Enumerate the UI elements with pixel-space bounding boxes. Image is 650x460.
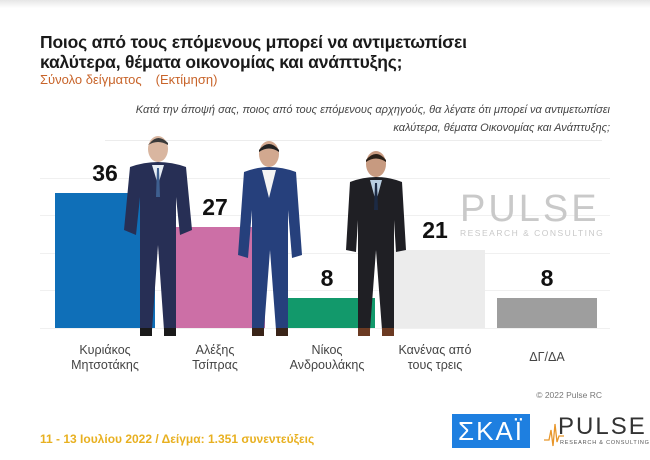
- category-line: Νίκος: [311, 343, 343, 357]
- category-line: Ανδρουλάκης: [289, 358, 365, 372]
- category-label-dk-na: ΔΓ/ΔΑ: [492, 350, 602, 365]
- category-line: Κυριάκος: [79, 343, 131, 357]
- pulse-logo-text: PULSE: [558, 413, 647, 440]
- category-label-none: Κανένας από τους τρεις: [380, 343, 490, 373]
- pulse-logo-subtext: RESEARCH & CONSULTING: [560, 440, 650, 446]
- category-label-tsipras: Αλέξης Τσίπρας: [160, 343, 270, 373]
- baseline: [40, 328, 610, 329]
- watermark-small: RESEARCH & CONSULTING: [460, 228, 605, 238]
- value-label-tsipras: 27: [202, 194, 228, 220]
- category-label-androulakis: Νίκος Ανδρουλάκης: [272, 343, 382, 373]
- category-line: τους τρεις: [407, 358, 463, 372]
- value-label-androulakis: 8: [320, 265, 334, 291]
- title-line-2: καλύτερα, θέματα οικονομίας και ανάπτυξη…: [40, 52, 403, 72]
- person-figure-androulakis: [346, 151, 406, 336]
- category-line: ΔΓ/ΔΑ: [529, 350, 565, 364]
- gridline: [40, 290, 610, 291]
- value-label-dk-na: 8: [540, 265, 554, 291]
- gridline: [40, 178, 610, 179]
- person-figure-mitsotakis: [124, 136, 192, 336]
- skai-logo: ΣΚΑΪ: [452, 414, 530, 448]
- subtitle-estimate: (Εκτίμηση): [155, 72, 218, 87]
- category-line: Αλέξης: [195, 343, 235, 357]
- bar-none: [385, 250, 485, 328]
- bar-dk-na: [497, 298, 597, 328]
- person-figure-tsipras: [238, 141, 302, 336]
- gridline: [40, 215, 610, 216]
- value-label-mitsotakis: 36: [92, 160, 118, 186]
- bar-mitsotakis: [55, 193, 155, 328]
- value-label-none: 21: [422, 217, 448, 243]
- footer-date-sample: 11 - 13 Ιουλίου 2022 / Δείγμα: 1.351 συν…: [40, 432, 315, 446]
- top-shade: [0, 0, 650, 8]
- pulse-logo: PULSE RESEARCH & CONSULTING: [544, 413, 650, 447]
- category-label-mitsotakis: Κυριάκος Μητσοτάκης: [50, 343, 160, 373]
- category-line: Κανένας από: [398, 343, 472, 357]
- question-divider: [105, 140, 602, 141]
- watermark-big: PULSE: [460, 188, 600, 230]
- title-line-1: Ποιος από τους επόμενους μπορεί να αντιμ…: [40, 32, 467, 52]
- chart-subtitle: Σύνολο δείγματος (Εκτίμηση): [40, 72, 231, 87]
- question-line-2: καλύτερα, θέματα Οικονομίας και Ανάπτυξη…: [393, 122, 610, 134]
- pulse-wave-icon: [544, 423, 564, 447]
- pulse-watermark: PULSE RESEARCH & CONSULTING: [460, 190, 604, 238]
- copyright-text: © 2022 Pulse RC: [536, 390, 602, 400]
- chart-title: Ποιος από τους επόμενους μπορεί να αντιμ…: [40, 32, 467, 72]
- category-line: Τσίπρας: [192, 358, 238, 372]
- gridline: [40, 253, 610, 254]
- survey-question: Κατά την άποψή σας, ποιος από τους επόμε…: [90, 101, 610, 137]
- question-line-1: Κατά την άποψή σας, ποιος από τους επόμε…: [135, 104, 610, 116]
- category-line: Μητσοτάκης: [71, 358, 139, 372]
- subtitle-sample: Σύνολο δείγματος: [40, 72, 142, 87]
